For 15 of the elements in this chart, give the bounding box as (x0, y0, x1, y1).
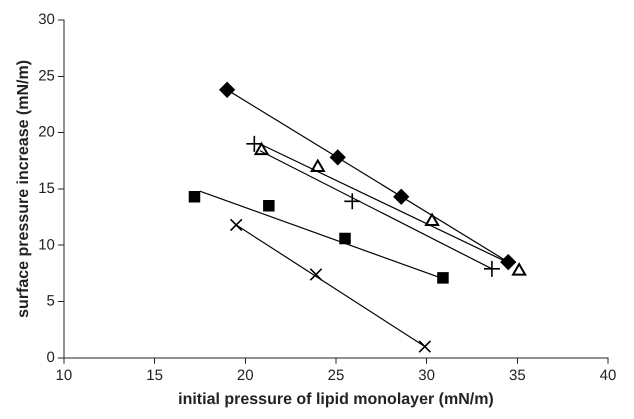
y-axis-title: surface pressure increase (mN/m) (15, 60, 32, 318)
x-tick-label: 15 (146, 366, 163, 384)
y-tick-label: 30 (38, 11, 55, 28)
x-tick-label: 20 (236, 366, 254, 384)
y-tick-label: 15 (38, 180, 55, 198)
y-tick-label: 20 (38, 124, 55, 141)
x-axis-title: initial pressure of lipid monolayer (mN/m) (178, 390, 494, 408)
x-tick-label: 25 (328, 366, 344, 384)
x-tick-label: 30 (418, 366, 435, 384)
y-tick-label: 0 (46, 348, 55, 366)
x-tick-label: 40 (600, 366, 616, 384)
y-tick-label: 10 (38, 236, 55, 254)
y-tick-label: 5 (46, 292, 55, 310)
x-tick-label: 35 (508, 366, 526, 384)
y-tick-label: 25 (38, 67, 55, 84)
